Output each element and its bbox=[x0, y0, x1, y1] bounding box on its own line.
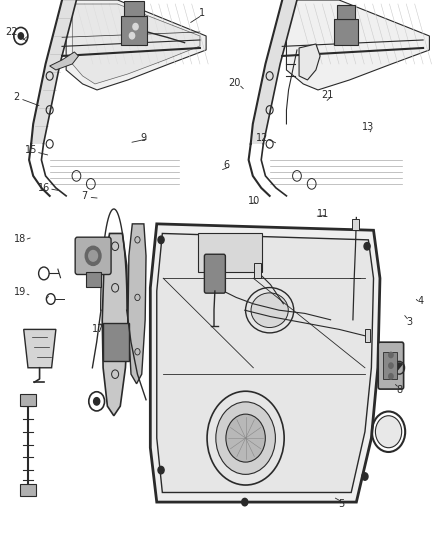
Polygon shape bbox=[150, 224, 380, 502]
Polygon shape bbox=[251, 0, 297, 144]
Text: 3: 3 bbox=[406, 318, 412, 327]
Polygon shape bbox=[49, 52, 78, 70]
Text: 6: 6 bbox=[224, 160, 230, 170]
Text: 16: 16 bbox=[38, 183, 50, 192]
Text: 19: 19 bbox=[14, 287, 26, 297]
Bar bbox=[86, 272, 102, 287]
Circle shape bbox=[94, 398, 100, 405]
Wedge shape bbox=[396, 363, 402, 371]
Text: 9: 9 bbox=[141, 133, 147, 142]
Ellipse shape bbox=[251, 293, 288, 327]
Text: 8: 8 bbox=[396, 385, 403, 395]
Bar bbox=[103, 323, 128, 361]
Bar bbox=[365, 329, 370, 342]
Bar bbox=[254, 263, 261, 278]
Bar bbox=[352, 219, 359, 230]
FancyBboxPatch shape bbox=[75, 237, 111, 274]
Bar bbox=[334, 19, 358, 45]
Polygon shape bbox=[286, 0, 429, 90]
Circle shape bbox=[158, 236, 164, 244]
Text: 18: 18 bbox=[14, 234, 26, 244]
Polygon shape bbox=[31, 0, 76, 144]
Polygon shape bbox=[72, 4, 200, 84]
Text: 22: 22 bbox=[5, 27, 18, 37]
Text: 17: 17 bbox=[92, 325, 105, 334]
Circle shape bbox=[389, 352, 393, 358]
Text: 7: 7 bbox=[81, 191, 87, 201]
Circle shape bbox=[375, 416, 402, 448]
Bar bbox=[337, 5, 355, 19]
Polygon shape bbox=[299, 44, 320, 80]
Circle shape bbox=[129, 33, 134, 39]
Bar bbox=[384, 352, 398, 379]
Text: 15: 15 bbox=[25, 146, 38, 155]
Circle shape bbox=[18, 33, 24, 39]
Circle shape bbox=[216, 402, 276, 474]
Polygon shape bbox=[157, 233, 374, 492]
Text: 4: 4 bbox=[417, 296, 424, 306]
Text: 1: 1 bbox=[199, 9, 205, 18]
Text: 5: 5 bbox=[339, 499, 345, 508]
Bar bbox=[121, 16, 147, 45]
Circle shape bbox=[226, 414, 265, 462]
FancyBboxPatch shape bbox=[378, 342, 404, 389]
Bar bbox=[198, 233, 262, 272]
Circle shape bbox=[389, 363, 393, 368]
Circle shape bbox=[158, 466, 164, 474]
Text: 10: 10 bbox=[248, 197, 260, 206]
Text: 12: 12 bbox=[256, 133, 268, 142]
Text: 20: 20 bbox=[228, 78, 240, 87]
Polygon shape bbox=[66, 0, 206, 90]
Bar bbox=[124, 1, 144, 16]
FancyBboxPatch shape bbox=[205, 254, 226, 293]
Polygon shape bbox=[102, 233, 128, 416]
Polygon shape bbox=[24, 329, 56, 368]
Circle shape bbox=[364, 243, 370, 250]
Text: 21: 21 bbox=[321, 90, 334, 100]
Bar bbox=[20, 394, 36, 406]
Polygon shape bbox=[128, 224, 146, 384]
Text: 11: 11 bbox=[317, 209, 329, 219]
Circle shape bbox=[389, 374, 393, 379]
Circle shape bbox=[133, 23, 138, 30]
Bar bbox=[20, 484, 36, 496]
Circle shape bbox=[89, 251, 98, 261]
Circle shape bbox=[242, 498, 248, 506]
Circle shape bbox=[85, 246, 101, 265]
Text: 2: 2 bbox=[14, 92, 20, 102]
Text: 13: 13 bbox=[362, 122, 374, 132]
Circle shape bbox=[362, 473, 368, 480]
